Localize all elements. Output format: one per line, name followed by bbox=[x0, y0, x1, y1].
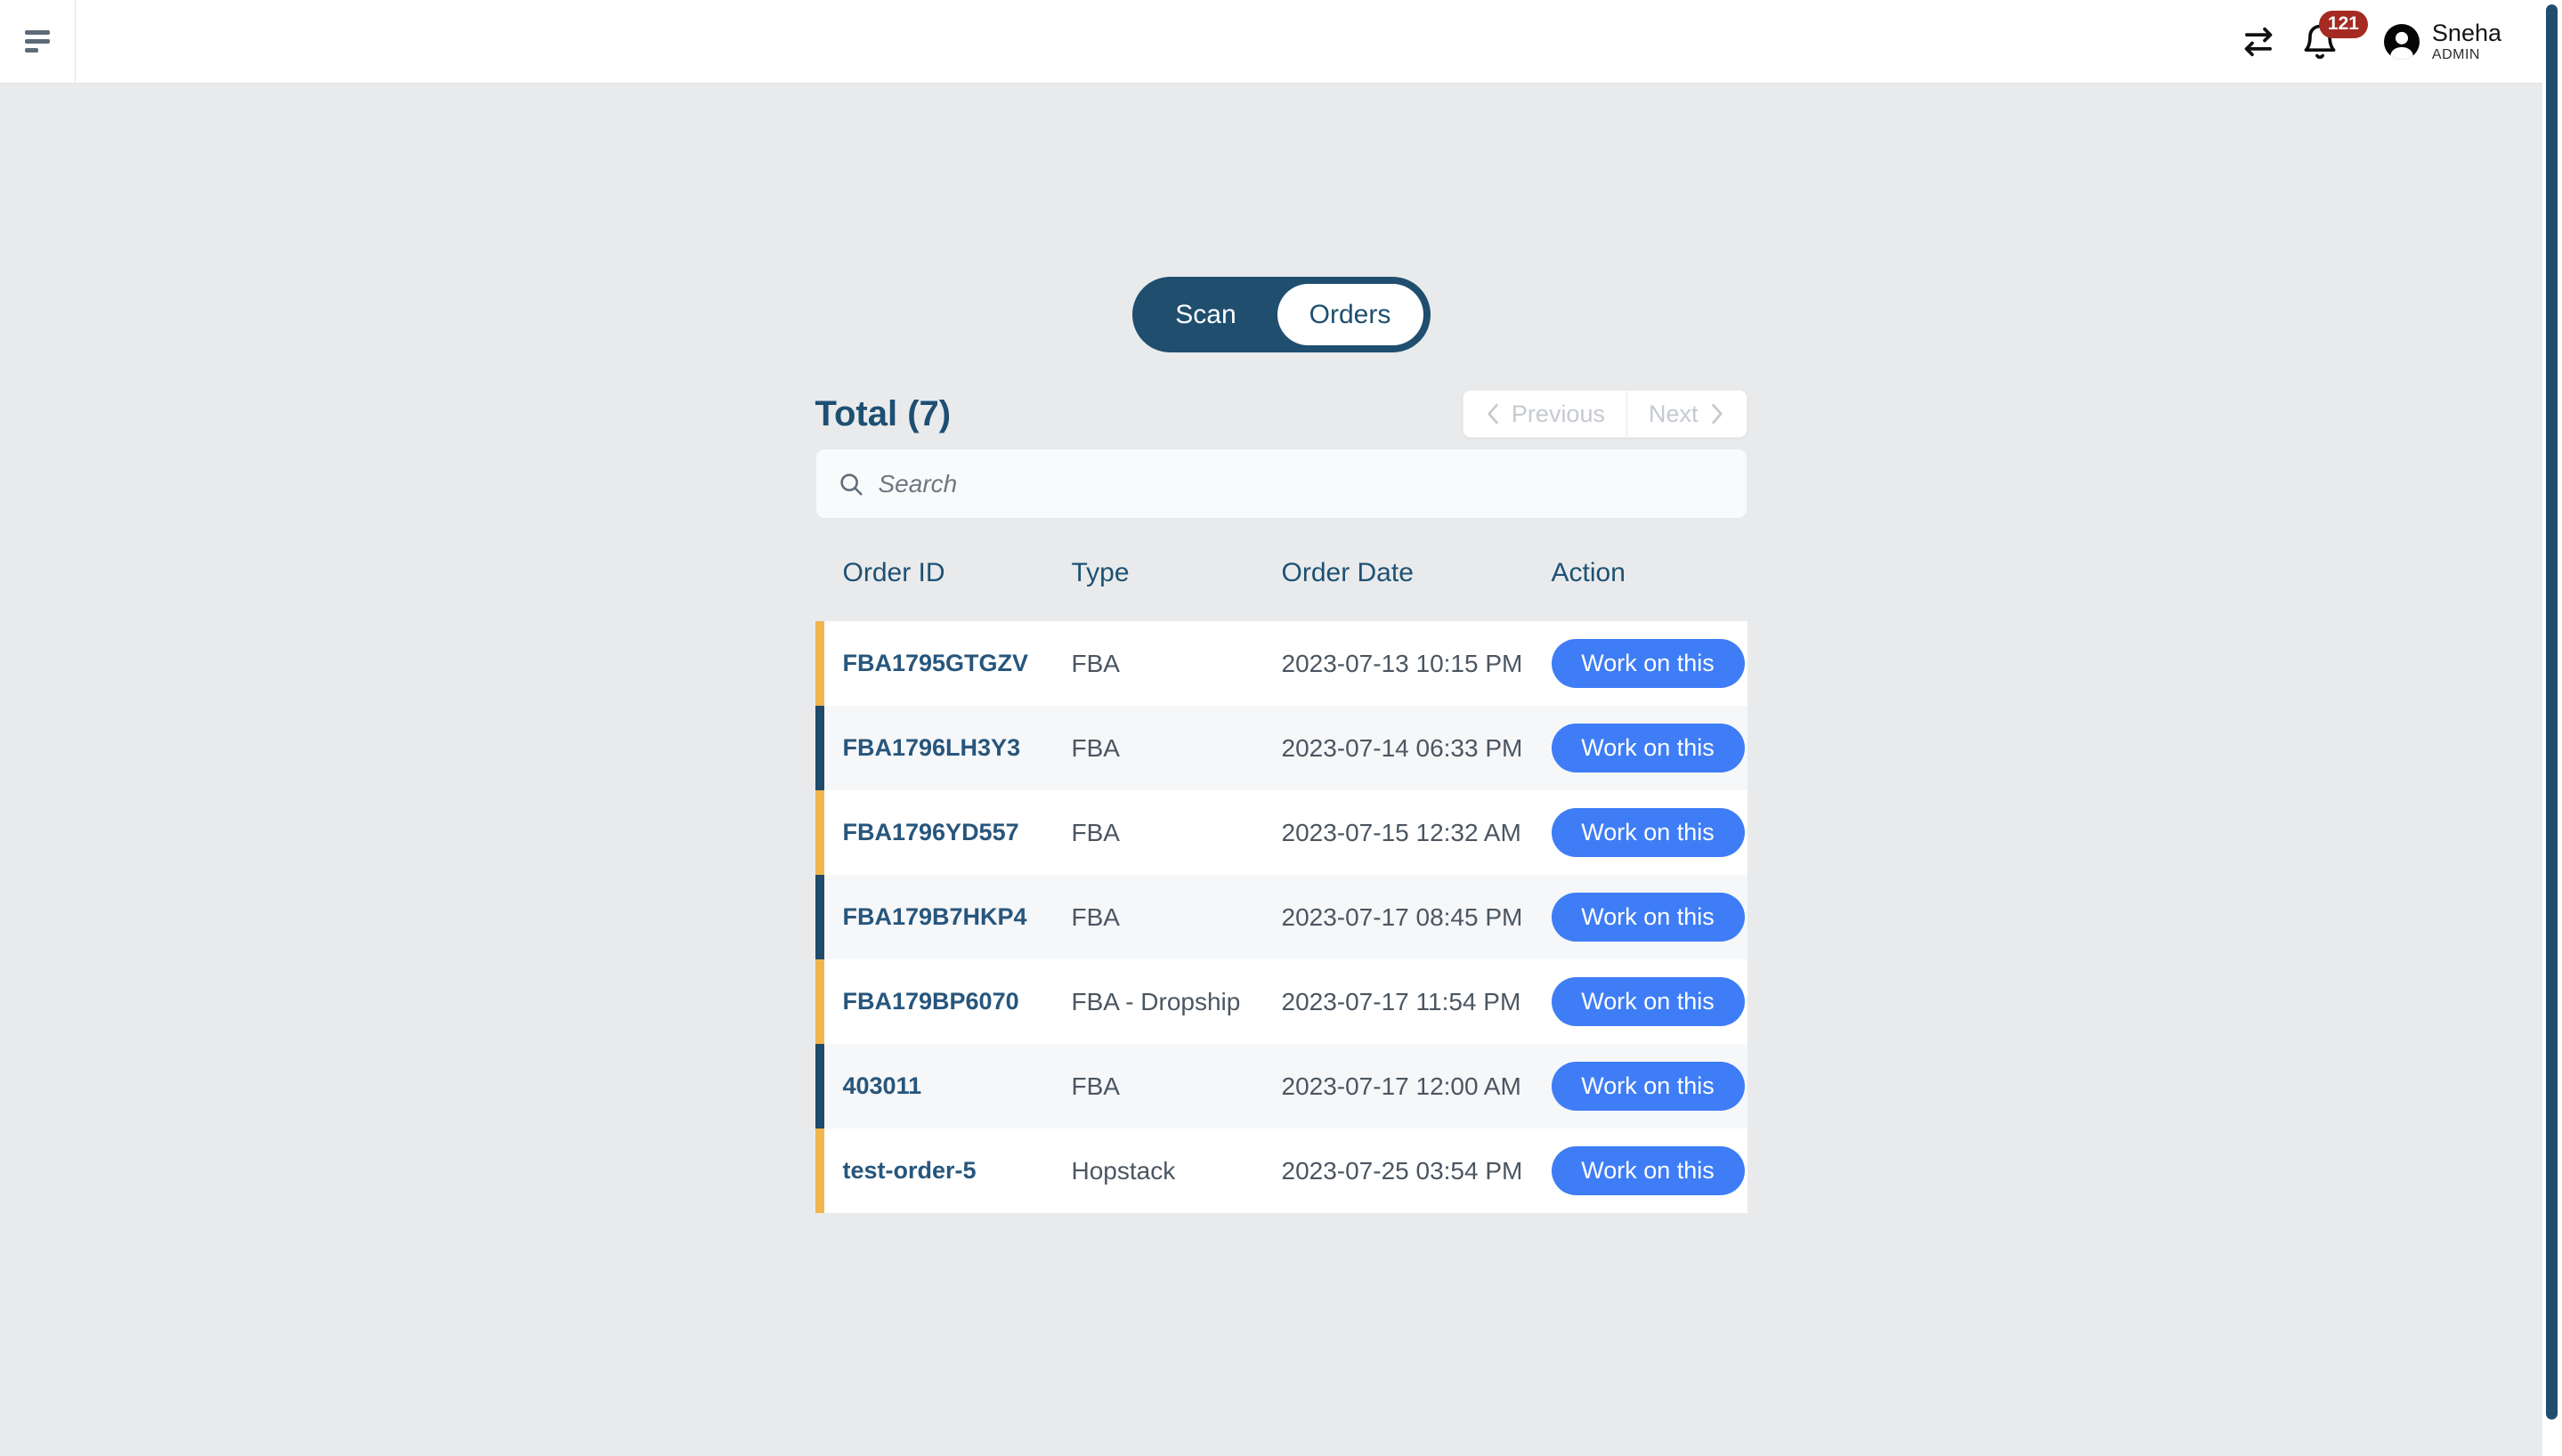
order-id-cell: FBA1796YD557 bbox=[842, 819, 1019, 845]
column-header-type: Type bbox=[1071, 558, 1130, 587]
navbar-divider bbox=[75, 0, 76, 84]
avatar[interactable] bbox=[2383, 23, 2420, 60]
user-name: Sneha bbox=[2431, 19, 2501, 46]
row-accent-bar bbox=[815, 790, 824, 875]
chevron-left-icon bbox=[1488, 403, 1498, 425]
table-row: FBA1796YD557 FBA 2023-07-15 12:32 AM Wor… bbox=[815, 790, 1747, 875]
action-cell: Work on this bbox=[1551, 893, 1747, 942]
type-cell: FBA bbox=[1071, 818, 1120, 846]
previous-label: Previous bbox=[1511, 400, 1605, 427]
search-bar bbox=[815, 449, 1747, 519]
scan-orders-toggle: Scan Orders bbox=[1131, 277, 1431, 352]
type-cell: Hopstack bbox=[1071, 1156, 1176, 1185]
next-button[interactable]: Next bbox=[1626, 391, 1747, 437]
row-accent-bar bbox=[815, 706, 824, 790]
navbar-right: 121 Sneha ADMIN bbox=[2240, 10, 2562, 63]
scrollbar-thumb[interactable] bbox=[2546, 4, 2558, 1420]
hamburger-menu-button[interactable] bbox=[0, 0, 75, 84]
row-accent-bar bbox=[815, 959, 824, 1044]
type-cell: FBA bbox=[1071, 649, 1120, 677]
action-cell: Work on this bbox=[1551, 724, 1747, 772]
order-date-cell: 2023-07-25 03:54 PM bbox=[1281, 1156, 1523, 1185]
swap-arrows-icon[interactable] bbox=[2240, 23, 2277, 61]
order-id-cell: FBA179B7HKP4 bbox=[842, 903, 1027, 930]
type-cell: FBA bbox=[1071, 1072, 1120, 1100]
previous-button[interactable]: Previous bbox=[1463, 391, 1627, 437]
action-cell: Work on this bbox=[1551, 639, 1747, 688]
table-row: FBA179B7HKP4 FBA 2023-07-17 08:45 PM Wor… bbox=[815, 875, 1747, 959]
table-row: test-order-5 Hopstack 2023-07-25 03:54 P… bbox=[815, 1128, 1747, 1213]
chevron-right-icon bbox=[1711, 403, 1723, 425]
list-header-row: Total (7) Previous Next bbox=[815, 390, 1747, 438]
table-header: Order ID Type Order Date Action bbox=[815, 551, 1747, 595]
top-navbar: 121 Sneha ADMIN bbox=[0, 0, 2562, 84]
row-accent-bar bbox=[815, 621, 824, 706]
action-cell: Work on this bbox=[1551, 1062, 1747, 1111]
main-content: Scan Orders Total (7) Previous Next bbox=[0, 277, 2562, 1213]
notifications-button[interactable]: 121 bbox=[2300, 10, 2368, 61]
work-on-this-button[interactable]: Work on this bbox=[1551, 808, 1745, 857]
search-input[interactable] bbox=[878, 469, 1725, 498]
work-on-this-button[interactable]: Work on this bbox=[1551, 1062, 1745, 1111]
row-accent-bar bbox=[815, 875, 824, 959]
order-date-cell: 2023-07-17 12:00 AM bbox=[1281, 1072, 1521, 1100]
action-cell: Work on this bbox=[1551, 977, 1747, 1026]
tab-scan[interactable]: Scan bbox=[1139, 284, 1273, 345]
avatar-icon bbox=[2383, 23, 2420, 60]
work-on-this-button[interactable]: Work on this bbox=[1551, 724, 1745, 772]
pagination: Previous Next bbox=[1462, 390, 1747, 438]
column-header-order-id: Order ID bbox=[842, 558, 945, 587]
type-cell: FBA - Dropship bbox=[1071, 987, 1241, 1015]
order-id-cell: FBA1795GTGZV bbox=[842, 650, 1029, 676]
work-on-this-button[interactable]: Work on this bbox=[1551, 893, 1745, 942]
user-info: Sneha ADMIN bbox=[2432, 20, 2501, 63]
order-id-cell: FBA179BP6070 bbox=[842, 988, 1019, 1015]
row-accent-bar bbox=[815, 1128, 824, 1213]
orders-panel: Total (7) Previous Next bbox=[815, 390, 1747, 1213]
row-accent-bar bbox=[815, 1044, 824, 1128]
column-header-action: Action bbox=[1551, 558, 1626, 587]
total-count-heading: Total (7) bbox=[815, 393, 952, 433]
work-on-this-button[interactable]: Work on this bbox=[1551, 977, 1745, 1026]
notification-badge: 121 bbox=[2318, 10, 2368, 38]
table-row: 403011 FBA 2023-07-17 12:00 AM Work on t… bbox=[815, 1044, 1747, 1128]
table-body: FBA1795GTGZV FBA 2023-07-13 10:15 PM Wor… bbox=[815, 621, 1747, 1213]
order-id-cell: 403011 bbox=[842, 1072, 922, 1099]
column-header-order-date: Order Date bbox=[1281, 558, 1414, 587]
search-icon bbox=[839, 473, 863, 496]
table-row: FBA179BP6070 FBA - Dropship 2023-07-17 1… bbox=[815, 959, 1747, 1044]
action-cell: Work on this bbox=[1551, 1146, 1747, 1195]
user-role: ADMIN bbox=[2431, 46, 2480, 62]
next-label: Next bbox=[1648, 400, 1699, 427]
hamburger-icon bbox=[25, 30, 50, 53]
table-row: FBA1795GTGZV FBA 2023-07-13 10:15 PM Wor… bbox=[815, 621, 1747, 706]
order-date-cell: 2023-07-17 08:45 PM bbox=[1281, 902, 1523, 931]
order-date-cell: 2023-07-17 11:54 PM bbox=[1281, 987, 1521, 1015]
tab-orders[interactable]: Orders bbox=[1277, 284, 1423, 345]
work-on-this-button[interactable]: Work on this bbox=[1551, 639, 1745, 688]
order-date-cell: 2023-07-15 12:32 AM bbox=[1281, 818, 1521, 846]
order-date-cell: 2023-07-14 06:33 PM bbox=[1281, 733, 1523, 762]
order-id-cell: FBA1796LH3Y3 bbox=[842, 734, 1021, 761]
work-on-this-button[interactable]: Work on this bbox=[1551, 1146, 1745, 1195]
type-cell: FBA bbox=[1071, 902, 1120, 931]
order-date-cell: 2023-07-13 10:15 PM bbox=[1281, 649, 1523, 677]
type-cell: FBA bbox=[1071, 733, 1120, 762]
order-id-cell: test-order-5 bbox=[842, 1157, 977, 1184]
table-row: FBA1796LH3Y3 FBA 2023-07-14 06:33 PM Wor… bbox=[815, 706, 1747, 790]
scrollbar-track bbox=[2542, 0, 2562, 1456]
action-cell: Work on this bbox=[1551, 808, 1747, 857]
